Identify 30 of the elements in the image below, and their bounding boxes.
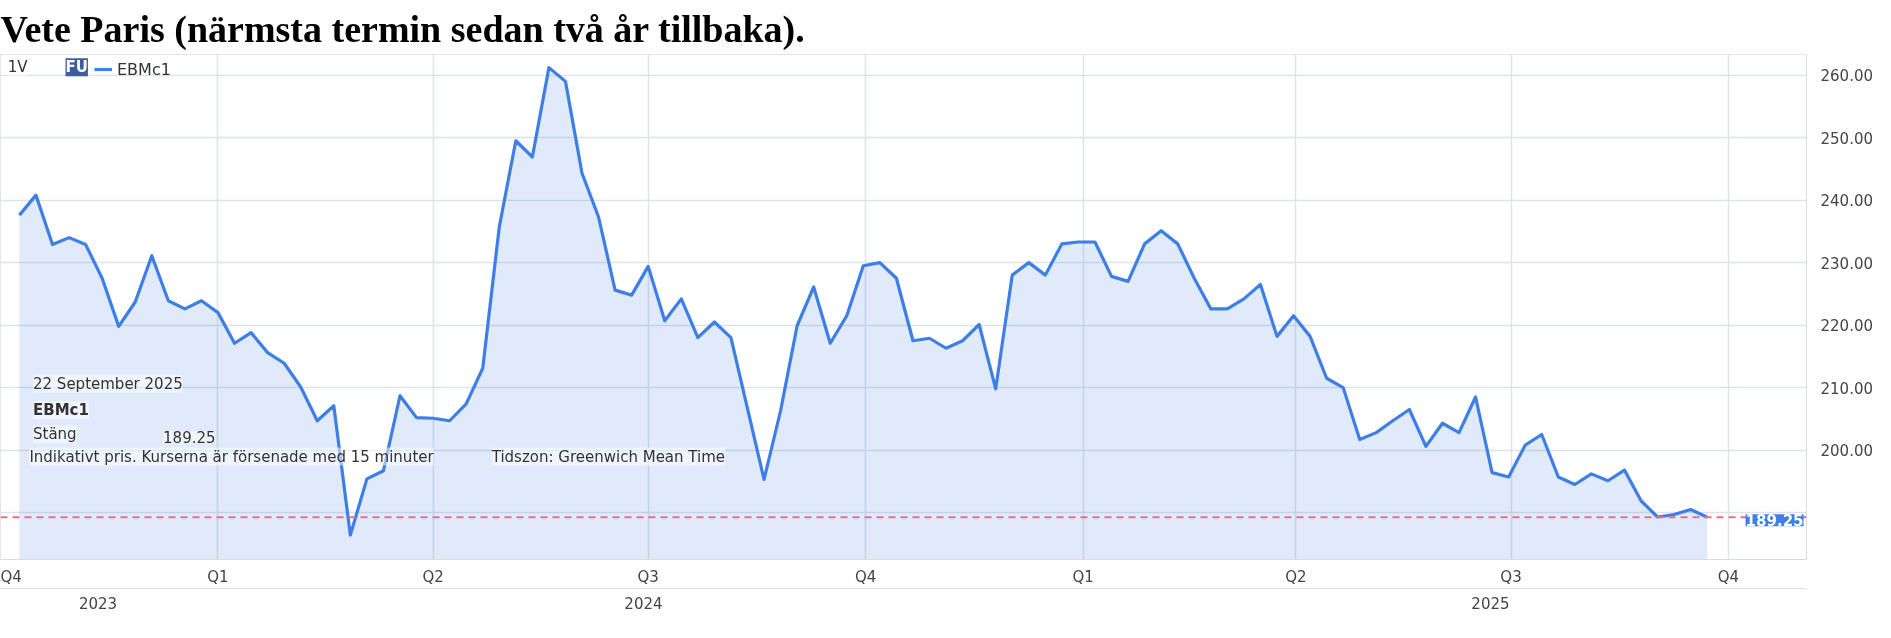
annotation: FU (65, 58, 88, 77)
annotation: Tidszon: Greenwich Mean Time (490, 447, 726, 466)
x-tick-label: Q3 (637, 567, 659, 586)
chart-title: Vete Paris (närmsta termin sedan två år tillbaka). (0, 7, 805, 51)
y-tick-label: 210.00 (1820, 379, 1873, 398)
annotation: 189.25 (163, 429, 216, 448)
y-tick-label: 260.00 (1820, 67, 1873, 86)
text: 2024 (624, 594, 663, 613)
annotation: 22 September 2025 (33, 374, 183, 393)
annotation: Stäng (33, 425, 77, 444)
y-tick-label: 220.00 (1820, 317, 1873, 336)
annotation: 1V (7, 58, 29, 77)
y-tick-label: 250.00 (1820, 129, 1873, 148)
text: 2025 (1471, 594, 1510, 613)
x-tick-label: Q3 (1500, 567, 1522, 586)
ref-line-label: 189.25 (1745, 512, 1804, 531)
x-tick-label: Q2 (1285, 567, 1307, 586)
y-tick-label: 200.00 (1820, 442, 1873, 461)
text: 2023 (78, 594, 118, 613)
x-tick-label: Q4 (1717, 567, 1740, 586)
y-tick-label: 240.00 (1820, 192, 1873, 211)
y-tick-label: 230.00 (1820, 254, 1873, 273)
legend-label: EBMc1 (117, 59, 171, 79)
x-tick-label: Q1 (1072, 567, 1094, 586)
annotation: Indikativt pris. Kurserna är försenade med 15 minuter (29, 447, 435, 466)
x-tick-label: Q1 (207, 567, 229, 586)
x-tick-label: Q4 (0, 567, 22, 586)
x-tick-label: Q2 (422, 567, 444, 586)
x-tick-label: Q4 (855, 567, 877, 586)
annotation: EBMc1 (33, 401, 89, 420)
